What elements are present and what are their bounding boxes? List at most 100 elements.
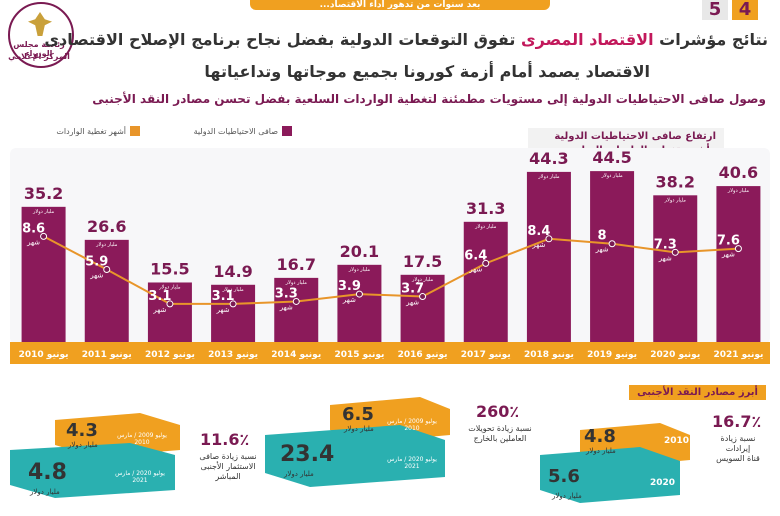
headline-highlight: الاقتصاد المصرى: [521, 30, 654, 49]
chart-title-line1: ارتفاع صافى الاحتياطيات الدولية: [554, 131, 716, 142]
bar-unit-label-2: مليار دولار: [158, 284, 181, 290]
x-tick-label-2: يونيو 2012: [145, 350, 195, 360]
headline-part2: تفوق التوقعات الدولية بفضل نجاح برنامج ا…: [44, 30, 522, 49]
fdi-new-value: 4.8: [28, 460, 67, 485]
suez-desc-3: قناة السويس: [716, 454, 760, 463]
legend-swatch-months: [130, 126, 140, 136]
page-number-4: 4: [732, 0, 758, 20]
remit-old-unit: مليار دولار: [344, 425, 374, 433]
months-value-label-0: 8.6: [22, 221, 45, 236]
bar-value-label-8: 44.3: [529, 149, 568, 168]
bar-unit-label-7: مليار دولار: [474, 224, 497, 230]
months-point-8: [545, 235, 553, 243]
x-tick-label-7: يونيو 2017: [461, 350, 511, 360]
months-value-label-4: 3.3: [275, 286, 298, 301]
months-unit-label-4: شهر: [279, 303, 293, 311]
fdi-description: نسبة زيادة صافى الاستثمار الأجنبى المباشر: [186, 452, 270, 482]
x-tick-label-0: يونيو 2010: [19, 350, 69, 360]
suez-desc-2: إيرادات: [725, 444, 751, 453]
x-tick-label-3: يونيو 2013: [208, 350, 258, 360]
bar-value-label-7: 31.3: [466, 199, 505, 218]
bar-6: [400, 274, 445, 342]
months-unit-label-7: شهر: [468, 265, 482, 273]
cabinet-logo: [8, 2, 74, 68]
bar-unit-label-11: مليار دولار: [727, 188, 750, 194]
months-value-label-5: 3.9: [338, 279, 361, 294]
legend-label-reserves: صافى الاحتياطيات الدولية: [193, 127, 278, 136]
months-unit-label-5: شهر: [342, 296, 356, 304]
headline-line2: الاقتصاد يصمد أمام أزمة كورونا بجميع موج…: [204, 62, 650, 81]
bar-unit-label-0: مليار دولار: [32, 209, 55, 215]
fdi-new-block: [10, 443, 175, 498]
bar-2: [147, 282, 192, 342]
top-banner: ...بعد سنوات من تدهور أداء الاقتصاد: [250, 0, 550, 10]
bar-value-label-5: 20.1: [340, 242, 379, 261]
months-unit-label-3: شهر: [216, 306, 230, 314]
x-tick-label-8: يونيو 2018: [524, 350, 574, 360]
reserves-chart: 35.2 مليار دولار يونيو 2010 26.6 مليار دولار…: [10, 148, 770, 364]
months-point-0: [40, 232, 48, 240]
bar-value-label-1: 26.6: [87, 217, 126, 236]
months-unit-label-10: شهر: [658, 254, 672, 262]
x-tick-label-10: يونيو 2020: [650, 350, 700, 360]
bar-unit-label-4: مليار دولار: [285, 280, 308, 286]
bar-value-label-0: 35.2: [24, 184, 63, 203]
months-value-label-11: 7.6: [717, 234, 740, 249]
bar-unit-label-5: مليار دولار: [348, 267, 371, 273]
months-point-10: [671, 248, 679, 256]
sources-title: أبرز مصادر النقد الأجنبى: [629, 385, 766, 400]
remit-old-period: يوليو 2009 / مارس 2010: [387, 418, 437, 432]
fdi-old-unit: مليار دولار: [68, 441, 98, 449]
suez-old-year: 2010: [664, 436, 690, 446]
months-point-1: [103, 266, 111, 274]
bar-value-label-10: 38.2: [656, 172, 695, 191]
months-value-label-6: 3.7: [401, 282, 424, 297]
x-tick-label-1: يونيو 2011: [82, 350, 132, 360]
bar-unit-label-1: مليار دولار: [95, 242, 118, 248]
bar-7: [463, 221, 508, 342]
suez-old-unit: مليار دولار: [586, 447, 616, 455]
bar-5: [337, 264, 382, 342]
chart-plot-area: [10, 148, 770, 344]
months-point-5: [355, 290, 363, 298]
remit-new-unit: مليار دولار: [284, 470, 314, 478]
fdi-desc-1: نسبة زيادة صافى: [199, 452, 257, 461]
months-point-11: [734, 245, 742, 253]
suez-old-value: 4.8: [584, 426, 616, 447]
bar-value-label-2: 15.5: [150, 259, 189, 278]
months-point-3: [229, 300, 237, 308]
subtitle: وصول صافى الاحتياطيات الدولية إلى مستويا…: [92, 92, 766, 106]
logo-text-media-center: المركز الإعلامي: [8, 52, 70, 61]
bar-11: [716, 186, 761, 342]
logo-text-cabinet: رئاسة مجلس الوزراء: [13, 40, 65, 58]
bar-unit-label-3: مليار دولار: [221, 287, 244, 293]
months-value-label-3: 3.1: [212, 289, 235, 304]
headline-line1: نتائج مؤشرات الاقتصاد المصرى تفوق التوقع…: [44, 30, 768, 49]
bar-value-label-6: 17.5: [403, 252, 442, 271]
remit-new-period: يوليو 2020 / مارس 2021: [387, 456, 437, 470]
remit-old-value: 6.5: [342, 404, 374, 425]
fdi-new-period: يوليو 2020 / مارس 2021: [115, 470, 165, 484]
months-unit-label-1: شهر: [89, 272, 103, 280]
months-unit-label-11: شهر: [721, 251, 735, 259]
bar-4: [274, 277, 319, 342]
fdi-percent: 11.6٪: [200, 430, 250, 449]
bar-value-label-4: 16.7: [277, 255, 316, 274]
x-tick-label-5: يونيو 2015: [334, 350, 384, 360]
months-unit-label-0: شهر: [26, 238, 40, 246]
fdi-new-unit: مليار دولار: [30, 488, 60, 496]
bar-8: [526, 171, 571, 342]
months-unit-label-8: شهر: [531, 241, 545, 249]
bar-3: [211, 284, 256, 342]
months-value-label-7: 6.4: [464, 248, 487, 263]
remit-new-block: [265, 425, 445, 487]
months-value-label-8: 8.4: [527, 224, 550, 239]
months-value-label-1: 5.9: [85, 255, 108, 270]
months-point-6: [419, 293, 427, 301]
months-value-label-9: 8: [598, 229, 607, 244]
fdi-desc-3: المباشر: [215, 472, 241, 481]
bar-unit-label-6: مليار دولار: [411, 277, 434, 283]
sources-panel: [10, 397, 690, 503]
bar-value-label-3: 14.9: [213, 262, 252, 281]
months-series-line: [43, 235, 739, 305]
